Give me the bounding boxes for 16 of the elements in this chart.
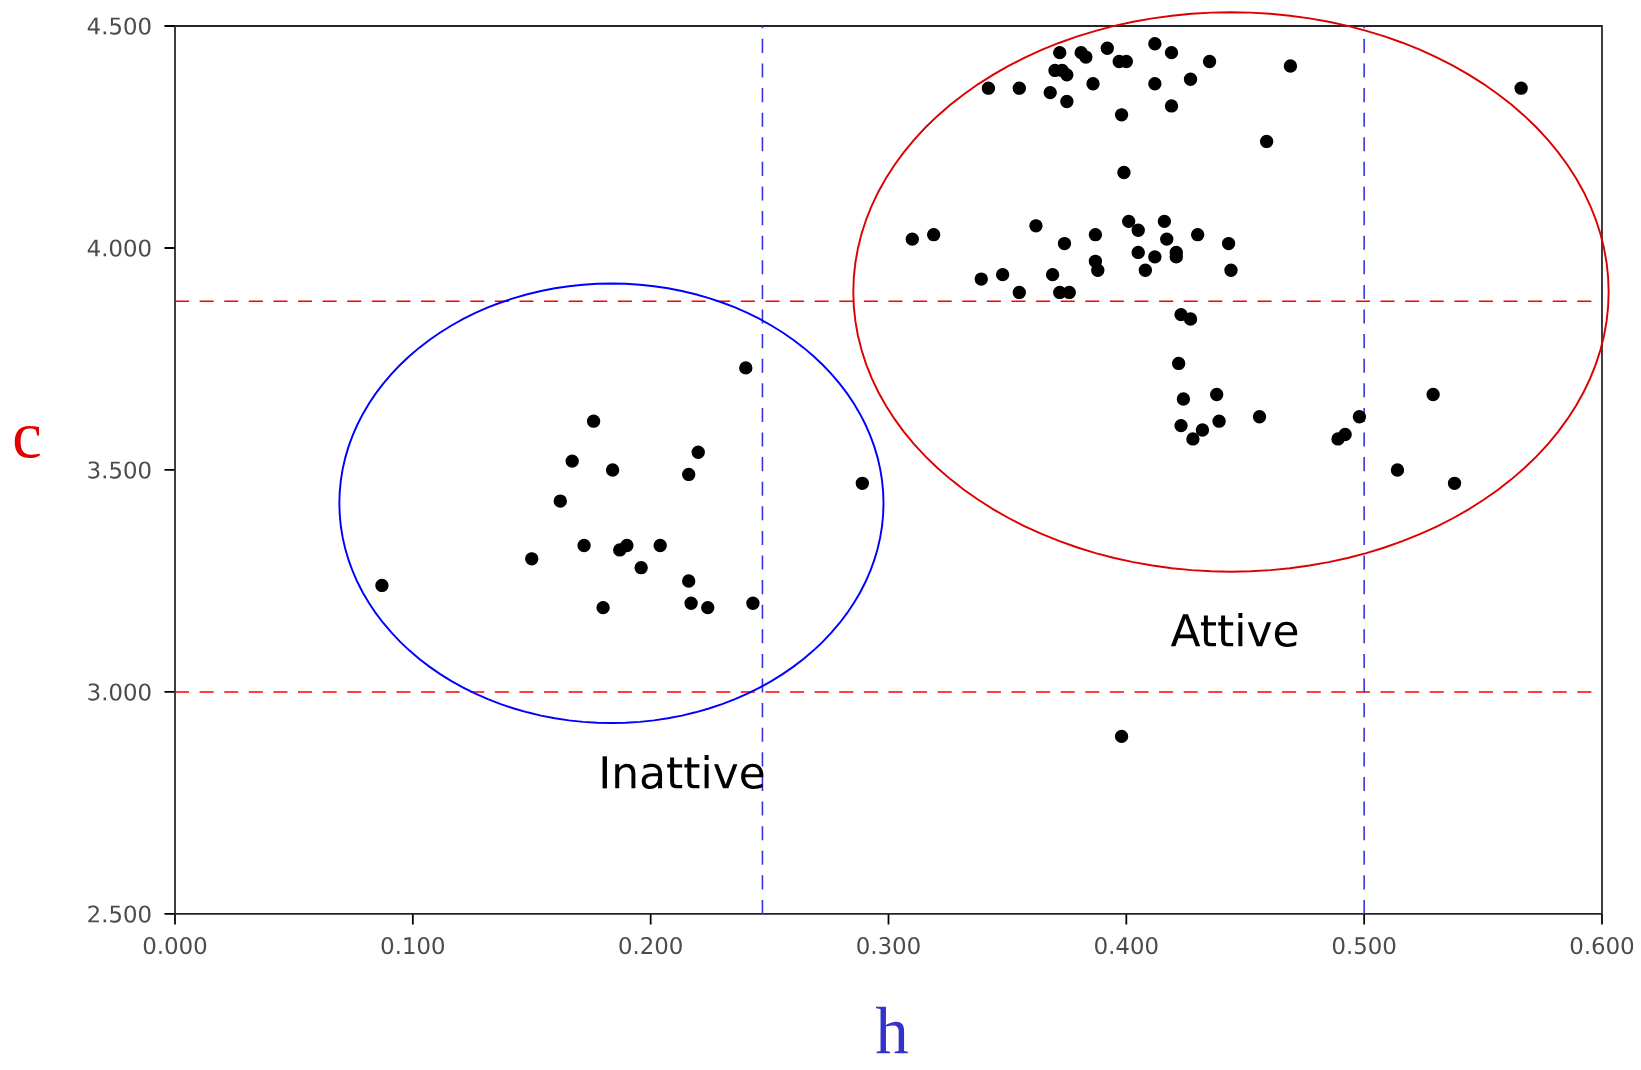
x-tick-label: 0.300 xyxy=(857,936,920,955)
x-tick-label: 0.100 xyxy=(381,936,444,955)
y-tick-label: 4.000 xyxy=(87,239,151,257)
y-tick-label: 3.500 xyxy=(88,461,151,479)
x-tick-label: 0.600 xyxy=(1570,936,1634,955)
y-tick-label: 4.500 xyxy=(87,17,151,35)
x-tick-label: 0.400 xyxy=(1095,936,1158,955)
annotation: Attive xyxy=(1170,612,1298,647)
y-tick-label: 2.500 xyxy=(88,905,151,923)
y-axis-title: c xyxy=(14,425,40,459)
x-axis-title: h xyxy=(875,1006,908,1054)
x-tick-label: 0.000 xyxy=(143,936,207,955)
y-tick-label: 3.000 xyxy=(88,683,151,701)
annotation: Inattive xyxy=(602,754,764,789)
x-tick-label: 0.200 xyxy=(619,936,682,955)
x-tick-label: 0.500 xyxy=(1332,936,1396,955)
